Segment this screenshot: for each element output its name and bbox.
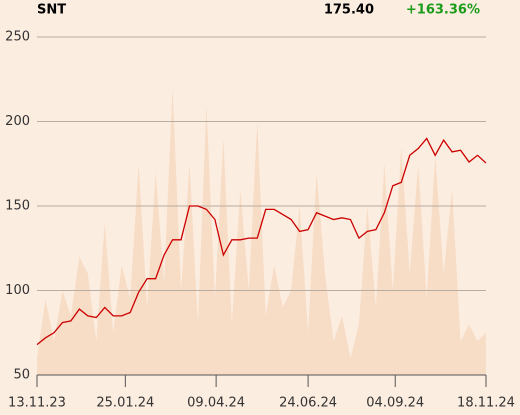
symbol: SNT (37, 3, 66, 18)
x-tick-label: 25.01.24 (96, 396, 154, 411)
y-tick-label: 50 (13, 368, 30, 383)
x-tick-label: 04.09.24 (366, 396, 424, 411)
y-tick-label: 150 (5, 199, 30, 214)
x-tick-label: 24.06.24 (279, 396, 337, 411)
y-tick-label: 200 (5, 114, 30, 129)
x-tick-label: 13.11.23 (8, 396, 66, 411)
price-line (36, 137, 487, 346)
y-tick-label: 100 (5, 283, 30, 298)
x-tick-label: 18.11.24 (457, 396, 515, 411)
y-tick-label: 250 (5, 30, 30, 45)
x-tick-label: 09.04.24 (187, 396, 245, 411)
price: 175.40 (324, 3, 374, 18)
volume-area (37, 87, 486, 375)
change: +163.36% (406, 3, 480, 18)
